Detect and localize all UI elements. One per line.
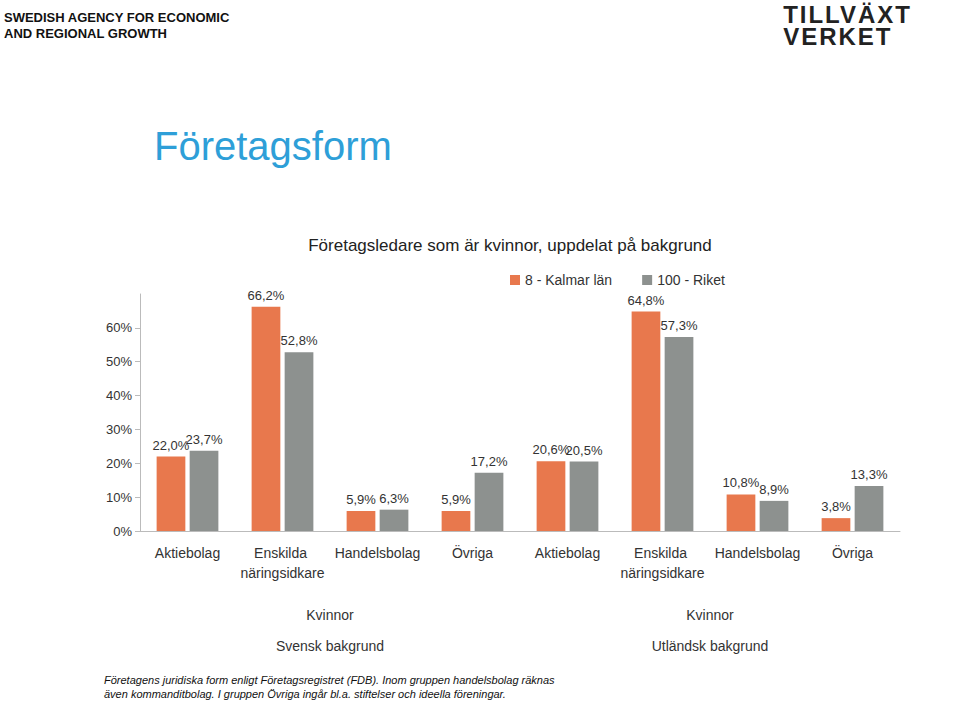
svg-text:52,8%: 52,8%: [281, 333, 318, 348]
svg-text:57,3%: 57,3%: [661, 318, 698, 333]
svg-text:Enskilda: Enskilda: [634, 545, 691, 561]
html-text:även kommanditbolag. I gruppen: även kommanditbolag. I gruppen Övriga in…: [104, 688, 506, 700]
svg-text:5,9%: 5,9%: [346, 492, 376, 507]
svg-text:3,8%: 3,8%: [821, 499, 851, 514]
svg-text:23,7%: 23,7%: [186, 432, 223, 447]
svg-text:8,9%: 8,9%: [759, 482, 789, 497]
svg-text:Övriga: Övriga: [452, 544, 493, 561]
svg-text:näringsidkare: näringsidkare: [240, 565, 324, 581]
svg-text:Handelsbolag: Handelsbolag: [715, 545, 801, 561]
svg-text:17,2%: 17,2%: [471, 454, 508, 469]
svg-text:Kvinnor: Kvinnor: [686, 607, 734, 623]
svg-text:10%: 10%: [106, 490, 132, 505]
html-text:Företagsform: Företagsform: [154, 124, 392, 168]
svg-text:6,3%: 6,3%: [379, 491, 409, 506]
svg-text:10,8%: 10,8%: [723, 475, 760, 490]
svg-text:100 - Riket: 100 - Riket: [657, 272, 725, 288]
svg-text:20%: 20%: [106, 456, 132, 471]
svg-text:50%: 50%: [106, 354, 132, 369]
svg-text:22,0%: 22,0%: [153, 438, 190, 453]
svg-text:Företagsledare som är kvinnor,: Företagsledare som är kvinnor, uppdelat …: [308, 236, 712, 255]
svg-text:60%: 60%: [106, 320, 132, 335]
svg-text:Kvinnor: Kvinnor: [306, 607, 354, 623]
svg-text:Utländsk bakgrund: Utländsk bakgrund: [652, 638, 769, 654]
svg-text:Svensk bakgrund: Svensk bakgrund: [276, 638, 384, 654]
html-text:TILLVÄXT: TILLVÄXT: [783, 1, 912, 28]
svg-text:66,2%: 66,2%: [248, 288, 285, 303]
svg-text:näringsidkare: näringsidkare: [620, 565, 704, 581]
svg-text:40%: 40%: [106, 388, 132, 403]
svg-text:Aktiebolag: Aktiebolag: [535, 545, 600, 561]
html-text:Företagens juridiska form enli: Företagens juridiska form enligt Företag…: [104, 674, 555, 686]
svg-text:8 - Kalmar län: 8 - Kalmar län: [525, 272, 612, 288]
html-text:AND REGIONAL GROWTH: AND REGIONAL GROWTH: [4, 26, 167, 41]
svg-text:0%: 0%: [113, 524, 132, 539]
svg-text:64,8%: 64,8%: [628, 293, 665, 308]
svg-text:13,3%: 13,3%: [851, 467, 888, 482]
svg-text:Enskilda: Enskilda: [254, 545, 311, 561]
svg-text:Handelsbolag: Handelsbolag: [335, 545, 421, 561]
html-text:VERKET: VERKET: [783, 23, 893, 50]
svg-text:Aktiebolag: Aktiebolag: [155, 545, 220, 561]
svg-text:20,6%: 20,6%: [533, 442, 570, 457]
svg-text:20,5%: 20,5%: [566, 443, 603, 458]
svg-text:5,9%: 5,9%: [441, 492, 471, 507]
svg-text:30%: 30%: [106, 422, 132, 437]
html-text:SWEDISH AGENCY FOR ECONOMIC: SWEDISH AGENCY FOR ECONOMIC: [4, 10, 230, 25]
svg-text:Övriga: Övriga: [832, 544, 873, 561]
